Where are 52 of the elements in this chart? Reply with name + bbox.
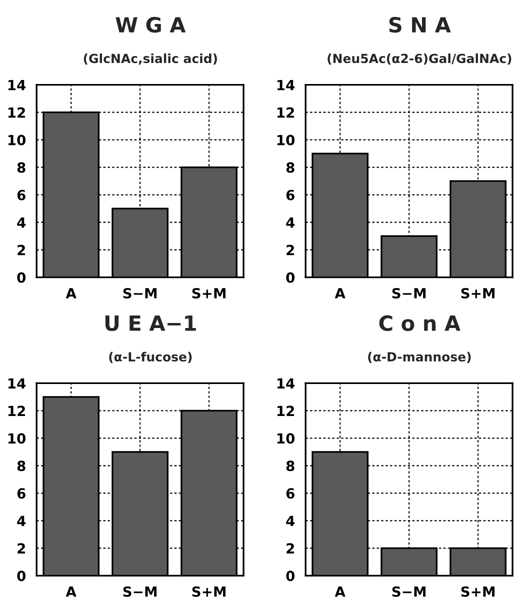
y-tick-label: 0 bbox=[286, 570, 295, 582]
x-tick-label: S+M bbox=[192, 586, 226, 597]
y-tick-label: 4 bbox=[17, 516, 26, 526]
y-tick-label: 8 bbox=[17, 460, 26, 472]
x-tick-label: S−M bbox=[392, 288, 426, 298]
y-tick-label: 10 bbox=[277, 433, 295, 444]
y-tick-label: 10 bbox=[277, 134, 295, 146]
x-tick-label: A bbox=[334, 288, 346, 298]
x-tick-label: S−M bbox=[123, 586, 157, 597]
x-tick-label: S−M bbox=[123, 288, 157, 298]
y-tick-label: 14 bbox=[8, 80, 26, 90]
chart-title: U E A−1 bbox=[105, 316, 196, 332]
chart-subtitle: (Neu5Ac(α2-6)Gal/GalNAc) bbox=[328, 53, 512, 65]
chart-title: W G A bbox=[116, 16, 186, 33]
chart-subtitle: (GlcNAc,sialic acid) bbox=[84, 53, 217, 65]
y-tick-label: 4 bbox=[17, 217, 26, 228]
y-tick-label: 2 bbox=[286, 244, 294, 256]
x-tick-label: S−M bbox=[392, 586, 426, 597]
y-tick-label: 4 bbox=[286, 217, 295, 228]
y-tick-label: 10 bbox=[8, 134, 26, 146]
y-tick-label: 12 bbox=[277, 406, 294, 416]
y-tick-label: 0 bbox=[17, 570, 26, 582]
y-tick-label: 6 bbox=[17, 488, 26, 499]
y-tick-label: 8 bbox=[286, 162, 294, 173]
y-tick-label: 2 bbox=[18, 244, 25, 256]
y-tick-label: 2 bbox=[18, 543, 25, 554]
y-tick-label: 0 bbox=[17, 272, 26, 283]
chart-title: C o n A bbox=[379, 315, 460, 332]
y-tick-label: 0 bbox=[286, 272, 295, 283]
y-tick-label: 2 bbox=[286, 543, 294, 554]
y-tick-label: 6 bbox=[17, 190, 26, 200]
y-tick-label: 10 bbox=[8, 433, 26, 444]
y-tick-label: 14 bbox=[277, 80, 295, 90]
y-tick-label: 8 bbox=[286, 460, 294, 472]
y-tick-label: 12 bbox=[8, 406, 25, 416]
y-tick-label: 6 bbox=[286, 488, 294, 499]
y-tick-label: 12 bbox=[277, 107, 294, 118]
y-tick-label: 14 bbox=[8, 378, 26, 388]
x-tick-label: S+M bbox=[461, 586, 494, 597]
x-tick-label: A bbox=[66, 288, 76, 298]
y-tick-label: 12 bbox=[8, 107, 25, 118]
y-tick-label: 14 bbox=[277, 378, 295, 388]
x-tick-label: A bbox=[66, 586, 76, 597]
x-tick-label: S+M bbox=[461, 288, 494, 298]
x-tick-label: S+M bbox=[192, 288, 226, 298]
chart-title: S N A bbox=[389, 16, 451, 33]
y-tick-label: 8 bbox=[17, 162, 26, 173]
y-tick-label: 4 bbox=[286, 516, 295, 526]
chart-subtitle: (α-D-mannose) bbox=[368, 352, 471, 364]
chart-subtitle: (α-L-fucose) bbox=[109, 352, 192, 364]
y-tick-label: 6 bbox=[286, 190, 294, 200]
x-tick-label: A bbox=[334, 586, 346, 597]
